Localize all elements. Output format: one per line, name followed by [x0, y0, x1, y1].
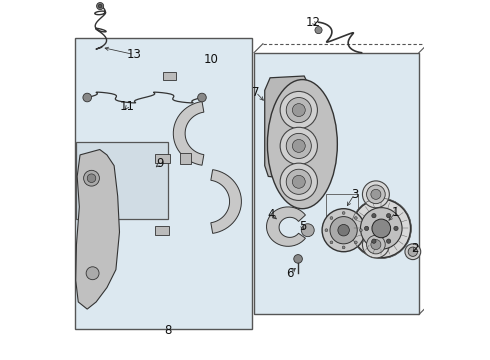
Ellipse shape [363, 231, 390, 258]
Circle shape [354, 217, 357, 220]
Text: 9: 9 [156, 157, 163, 170]
Circle shape [330, 217, 357, 244]
Polygon shape [265, 76, 313, 180]
Bar [74, 39, 252, 329]
Circle shape [293, 104, 305, 117]
Text: 13: 13 [126, 48, 141, 61]
Circle shape [97, 3, 104, 10]
Circle shape [86, 267, 99, 280]
Circle shape [280, 91, 318, 129]
Circle shape [294, 255, 302, 263]
Circle shape [372, 213, 376, 218]
Circle shape [394, 226, 398, 230]
Circle shape [197, 93, 206, 102]
Bar [326, 194, 358, 228]
Circle shape [286, 134, 311, 158]
Circle shape [315, 27, 322, 34]
Circle shape [84, 170, 99, 186]
Polygon shape [173, 102, 204, 165]
Bar [155, 226, 169, 234]
Ellipse shape [367, 235, 385, 254]
Text: 8: 8 [164, 324, 171, 337]
Circle shape [286, 169, 311, 194]
Text: 1: 1 [392, 206, 399, 219]
Circle shape [330, 217, 333, 220]
Circle shape [330, 241, 333, 244]
Text: 5: 5 [299, 220, 306, 233]
Bar [155, 154, 170, 163]
Bar [180, 153, 191, 164]
Circle shape [372, 219, 391, 238]
Text: 3: 3 [351, 188, 358, 201]
Circle shape [338, 225, 349, 236]
Circle shape [352, 199, 411, 258]
Circle shape [87, 174, 96, 183]
Ellipse shape [367, 185, 385, 204]
Bar [163, 72, 176, 80]
Text: 2: 2 [412, 242, 419, 255]
Text: 6: 6 [286, 267, 294, 280]
Circle shape [359, 229, 362, 231]
Ellipse shape [371, 189, 381, 199]
Circle shape [354, 241, 357, 244]
Bar [76, 142, 168, 220]
Circle shape [280, 127, 318, 165]
Circle shape [372, 239, 376, 243]
Polygon shape [76, 149, 120, 309]
Text: 11: 11 [120, 100, 135, 113]
Circle shape [365, 226, 368, 230]
Circle shape [293, 139, 305, 152]
Circle shape [286, 98, 311, 123]
Ellipse shape [268, 80, 337, 209]
Circle shape [322, 209, 365, 252]
Circle shape [98, 4, 102, 8]
Circle shape [293, 175, 305, 188]
Circle shape [280, 163, 318, 201]
Circle shape [301, 224, 314, 237]
Circle shape [83, 93, 92, 102]
Polygon shape [267, 207, 305, 246]
Circle shape [325, 229, 328, 231]
Polygon shape [211, 170, 242, 233]
Ellipse shape [371, 239, 381, 249]
Circle shape [405, 244, 421, 260]
Text: 12: 12 [306, 16, 320, 29]
Text: 10: 10 [203, 53, 219, 66]
Circle shape [342, 212, 345, 215]
Ellipse shape [363, 181, 390, 208]
Text: 4: 4 [267, 208, 274, 221]
Circle shape [387, 213, 391, 218]
Circle shape [408, 247, 417, 256]
Circle shape [361, 208, 402, 249]
Circle shape [342, 246, 345, 249]
Circle shape [387, 239, 391, 243]
Text: 7: 7 [252, 86, 260, 99]
Bar [254, 53, 419, 315]
